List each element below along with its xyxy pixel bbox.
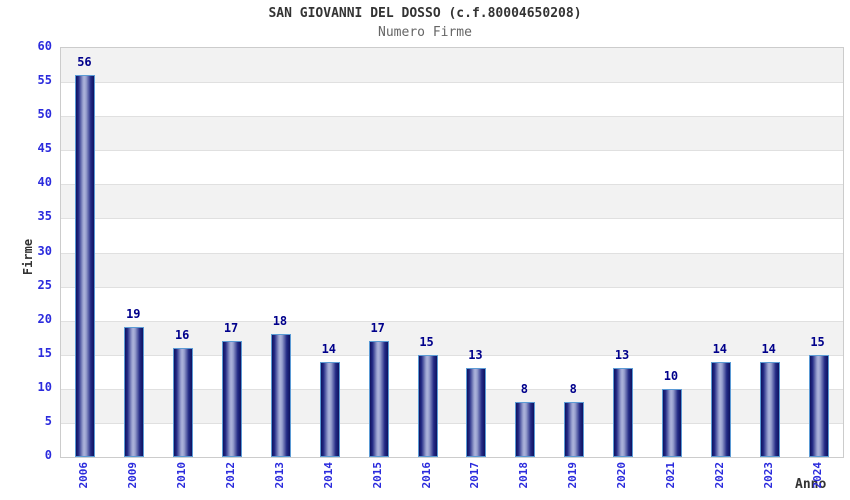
bar <box>75 75 96 457</box>
x-tick-label: 2019 <box>566 462 580 489</box>
x-tick-label: 2021 <box>663 462 677 489</box>
y-tick-label: 45 <box>37 141 52 156</box>
y-tick-label: 20 <box>37 311 52 326</box>
bar-value-label: 14 <box>321 341 337 356</box>
bar-value-label: 56 <box>77 55 92 70</box>
bar-value-label: 17 <box>370 321 385 336</box>
bar-value-label: 13 <box>614 348 630 363</box>
x-tick-label: 2014 <box>321 462 335 489</box>
y-tick-label: 40 <box>37 175 52 190</box>
y-tick-label: 50 <box>37 107 52 122</box>
bar <box>759 361 780 457</box>
x-tick-label: 2022 <box>712 462 726 489</box>
bar-value-label: 19 <box>126 307 141 322</box>
bar-value-label: 16 <box>174 327 190 342</box>
gridline <box>61 388 843 390</box>
bar <box>466 368 487 457</box>
bar <box>710 361 731 457</box>
bar <box>808 354 829 457</box>
x-tick-label: 2016 <box>419 462 433 489</box>
bar <box>368 341 389 457</box>
x-tick-label: 2006 <box>77 462 91 489</box>
bar <box>319 361 340 457</box>
grid-band <box>61 218 843 253</box>
y-tick-label: 10 <box>37 379 52 394</box>
x-tick-label: 2015 <box>370 462 384 489</box>
y-tick-label: 5 <box>44 413 52 428</box>
x-tick-label: 2024 <box>810 462 824 489</box>
gridline <box>61 184 843 186</box>
bar <box>173 347 194 457</box>
grid-band <box>61 116 843 151</box>
bar <box>270 334 291 457</box>
bar-value-label: 17 <box>223 321 239 336</box>
x-tick-label: 2017 <box>468 462 482 489</box>
bar-value-label: 14 <box>761 341 776 356</box>
bar-value-label: 14 <box>712 341 728 356</box>
gridline <box>61 116 843 118</box>
grid-band <box>61 252 843 287</box>
gridline <box>61 252 843 254</box>
bar-value-label: 15 <box>810 334 825 349</box>
gridline <box>61 150 843 152</box>
x-tick-label: 2020 <box>615 462 629 489</box>
y-tick-label: 35 <box>37 209 52 224</box>
bar-value-label: 18 <box>272 314 288 329</box>
y-tick-label: 60 <box>37 39 52 53</box>
bar-value-label: 10 <box>663 368 679 383</box>
bar <box>613 368 634 457</box>
bar <box>564 402 585 457</box>
bar-value-label: 8 <box>520 382 528 397</box>
x-tick-label: 2018 <box>517 462 531 489</box>
gridline <box>61 218 843 220</box>
grid-band <box>61 184 843 219</box>
bar <box>515 402 536 457</box>
chart-title: SAN GIOVANNI DEL DOSSO (c.f.80004650208) <box>268 6 582 21</box>
gridline <box>61 422 843 424</box>
y-tick-label: 15 <box>37 345 52 360</box>
bar <box>124 327 145 457</box>
x-tick-label: 2009 <box>126 462 140 489</box>
x-axis-title: Anno <box>795 477 827 492</box>
bar-value-label: 15 <box>419 334 434 349</box>
bar <box>661 388 682 457</box>
x-tick-label: 2013 <box>272 462 286 489</box>
bar-value-label: 8 <box>569 382 577 397</box>
y-tick-label: 55 <box>37 73 52 88</box>
x-tick-label: 2012 <box>224 462 238 489</box>
chart-subtitle: Numero Firme <box>378 25 472 40</box>
y-tick-label: 25 <box>37 277 52 292</box>
bar <box>417 354 438 457</box>
y-tick-label: 0 <box>44 448 52 462</box>
x-tick-label: 2023 <box>761 462 775 489</box>
gridline <box>61 354 843 356</box>
bar <box>222 341 243 457</box>
grid-band <box>61 48 843 83</box>
x-tick-label: 2010 <box>175 462 189 489</box>
grid-band <box>61 150 843 185</box>
gridline <box>61 320 843 322</box>
plot-area <box>60 47 844 458</box>
gridline <box>61 82 843 84</box>
grid-band <box>61 286 843 321</box>
bar-value-label: 13 <box>468 348 483 363</box>
grid-band <box>61 82 843 117</box>
gridline <box>61 286 843 288</box>
y-tick-label: 30 <box>37 243 52 258</box>
